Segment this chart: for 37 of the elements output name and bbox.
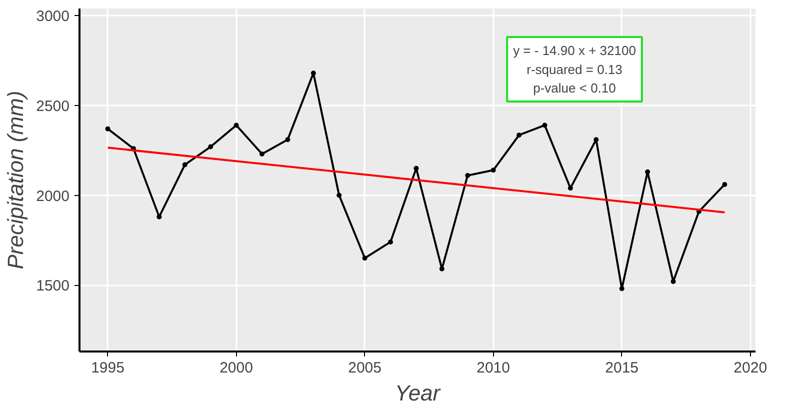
y-axis-title: Precipitation (mm)	[3, 90, 28, 270]
annotation: y = - 14.90 x + 32100	[513, 43, 636, 58]
x-tick-label: 2005	[348, 360, 382, 376]
point	[568, 186, 573, 191]
x-tick-label: 2015	[605, 360, 639, 376]
point	[285, 137, 290, 142]
annotation: p-value < 0.10	[533, 80, 616, 96]
x-tick-label: 2010	[476, 360, 510, 376]
x-tick-label: 2020	[734, 360, 768, 376]
x-tick-label: 2000	[220, 360, 253, 376]
point	[414, 166, 419, 171]
point	[594, 137, 599, 142]
point	[439, 266, 444, 272]
point	[105, 126, 110, 132]
point	[542, 122, 548, 128]
point	[645, 169, 650, 174]
annotation: r-squared = 0.13	[526, 62, 622, 77]
point	[182, 162, 188, 168]
y-tick-label: 2500	[36, 98, 70, 115]
point	[234, 122, 239, 128]
point	[336, 192, 342, 198]
point	[362, 256, 368, 261]
point	[516, 132, 522, 138]
x-tick-label: 1995	[91, 360, 124, 376]
point	[310, 70, 316, 76]
point	[388, 239, 394, 244]
point	[619, 286, 624, 292]
point	[465, 173, 470, 178]
point	[208, 144, 214, 150]
x-axis-title: Year	[394, 380, 442, 406]
point	[722, 182, 728, 187]
y-tick-label: 2000	[36, 188, 70, 205]
point	[156, 214, 162, 220]
y-tick-label: 1500	[36, 278, 70, 295]
point	[490, 168, 496, 173]
point	[259, 151, 264, 156]
y-tick-label: 3000	[36, 8, 70, 26]
